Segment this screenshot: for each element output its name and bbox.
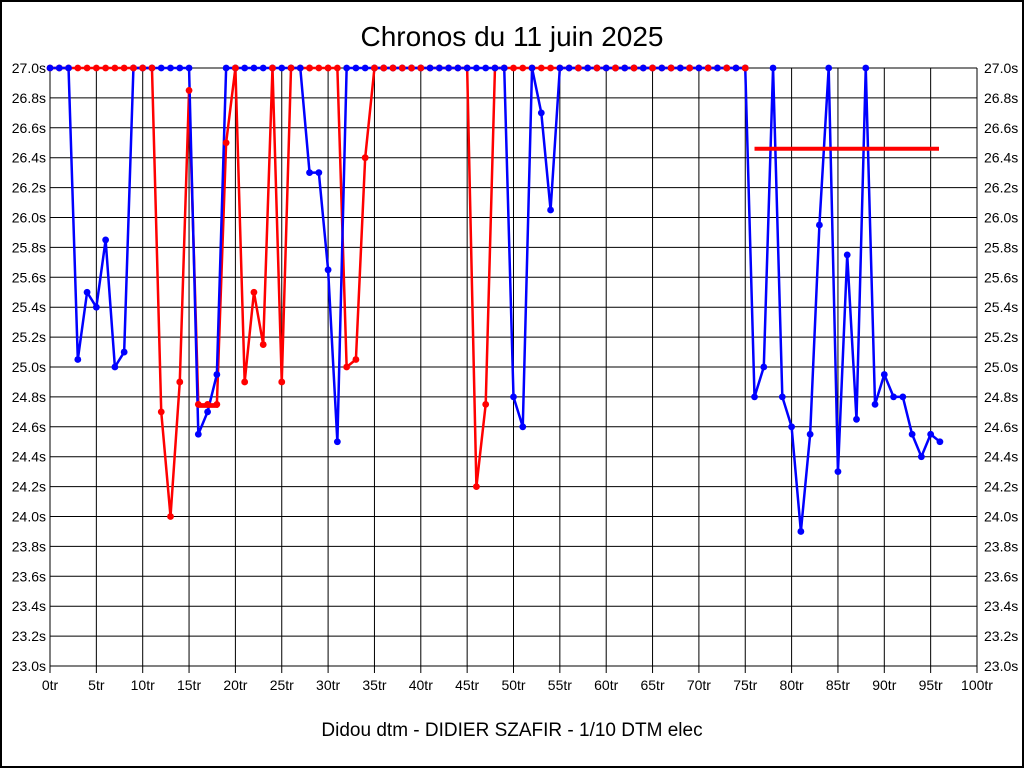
- y-tick-label: 23.0s: [12, 658, 46, 674]
- y-tick-label: 26.0s: [12, 210, 46, 226]
- y-tick-label: 26.4s: [984, 150, 1018, 166]
- x-tick-label: 25tr: [270, 677, 294, 693]
- y-tick-label: 24.6s: [12, 419, 46, 435]
- y-tick-label: 25.8s: [984, 239, 1018, 255]
- y-tick-label: 25.8s: [12, 239, 46, 255]
- y-tick-label: 26.4s: [12, 150, 46, 166]
- y-tick-label: 23.0s: [984, 658, 1018, 674]
- y-tick-label: 24.4s: [984, 449, 1018, 465]
- y-axis-labels-left: 27.0s 26.8s 26.6s 26.4s 26.2s 26.0s 25.8s 25.6s…: [12, 60, 46, 674]
- y-tick-label: 24.4s: [12, 449, 46, 465]
- series-blue-dots: [46, 64, 944, 535]
- x-tick-label: 80tr: [780, 677, 804, 693]
- y-tick-label: 25.4s: [984, 299, 1018, 315]
- y-tick-label: 25.2s: [12, 329, 46, 345]
- x-tick-label: 15tr: [177, 677, 201, 693]
- y-tick-label: 23.8s: [12, 538, 46, 554]
- x-tick-label: 65tr: [640, 677, 664, 693]
- y-tick-label: 25.0s: [12, 359, 46, 375]
- y-tick-label: 26.2s: [984, 180, 1018, 196]
- y-axis-labels-right: 27.0s 26.8s 26.6s 26.4s 26.2s 26.0s 25.8s 25.6s…: [984, 60, 1018, 674]
- y-tick-label: 23.4s: [984, 598, 1018, 614]
- y-tick-label: 23.6s: [984, 568, 1018, 584]
- x-tick-label: 55tr: [548, 677, 572, 693]
- y-tick-label: 27.0s: [12, 60, 46, 76]
- x-tick-label: 10tr: [131, 677, 155, 693]
- x-tick-label: 90tr: [872, 677, 896, 693]
- chart-title: Chronos du 11 juin 2025: [360, 21, 664, 52]
- y-tick-label: 26.2s: [12, 180, 46, 196]
- x-tick-label: 40tr: [409, 677, 433, 693]
- x-tick-label: 30tr: [316, 677, 340, 693]
- x-tick-label: 75tr: [733, 677, 757, 693]
- series-red-dots-foreground: [130, 64, 749, 72]
- x-tick-label: 85tr: [826, 677, 850, 693]
- y-tick-label: 24.8s: [984, 389, 1018, 405]
- y-tick-label: 26.8s: [12, 90, 46, 106]
- y-tick-label: 23.2s: [12, 628, 46, 644]
- y-tick-label: 24.8s: [12, 389, 46, 405]
- y-tick-label: 23.8s: [984, 538, 1018, 554]
- y-tick-label: 25.4s: [12, 299, 46, 315]
- y-tick-label: 24.0s: [12, 509, 46, 525]
- y-tick-label: 26.8s: [984, 90, 1018, 106]
- series-red-line: [50, 66, 746, 518]
- marker-segments: [198, 146, 939, 408]
- y-tick-label: 25.6s: [984, 269, 1018, 285]
- x-tick-label: 95tr: [919, 677, 943, 693]
- x-tick-label: 45tr: [455, 677, 479, 693]
- x-tick-label: 70tr: [687, 677, 711, 693]
- y-tick-label: 23.2s: [984, 628, 1018, 644]
- chart-subtitle: Didou dtm - DIDIER SZAFIR - 1/10 DTM ele…: [321, 720, 703, 741]
- y-tick-label: 23.4s: [12, 598, 46, 614]
- x-tick-label: 20tr: [223, 677, 247, 693]
- series-red-dots: [46, 64, 749, 520]
- y-tick-label: 24.2s: [12, 479, 46, 495]
- y-tick-label: 27.0s: [984, 60, 1018, 76]
- y-tick-label: 26.6s: [12, 120, 46, 136]
- y-tick-label: 26.0s: [984, 210, 1018, 226]
- y-tick-label: 25.6s: [12, 269, 46, 285]
- x-tick-label: 5tr: [88, 677, 105, 693]
- y-tick-label: 25.0s: [984, 359, 1018, 375]
- x-axis-labels: 0tr 5tr 10tr 15tr 20tr 25tr 30tr 35tr 40tr 45tr 50…: [42, 677, 993, 693]
- y-tick-label: 23.6s: [12, 568, 46, 584]
- y-tick-label: 24.2s: [984, 479, 1018, 495]
- y-tick-label: 25.2s: [984, 329, 1018, 345]
- x-tick-label: 0tr: [42, 677, 59, 693]
- x-tick-label: 100tr: [961, 677, 993, 693]
- y-tick-label: 24.6s: [984, 419, 1018, 435]
- x-tick-label: 50tr: [501, 677, 525, 693]
- x-tick-label: 60tr: [594, 677, 618, 693]
- y-tick-label: 26.6s: [984, 120, 1018, 136]
- y-tick-label: 24.0s: [984, 509, 1018, 525]
- x-tick-label: 35tr: [362, 677, 386, 693]
